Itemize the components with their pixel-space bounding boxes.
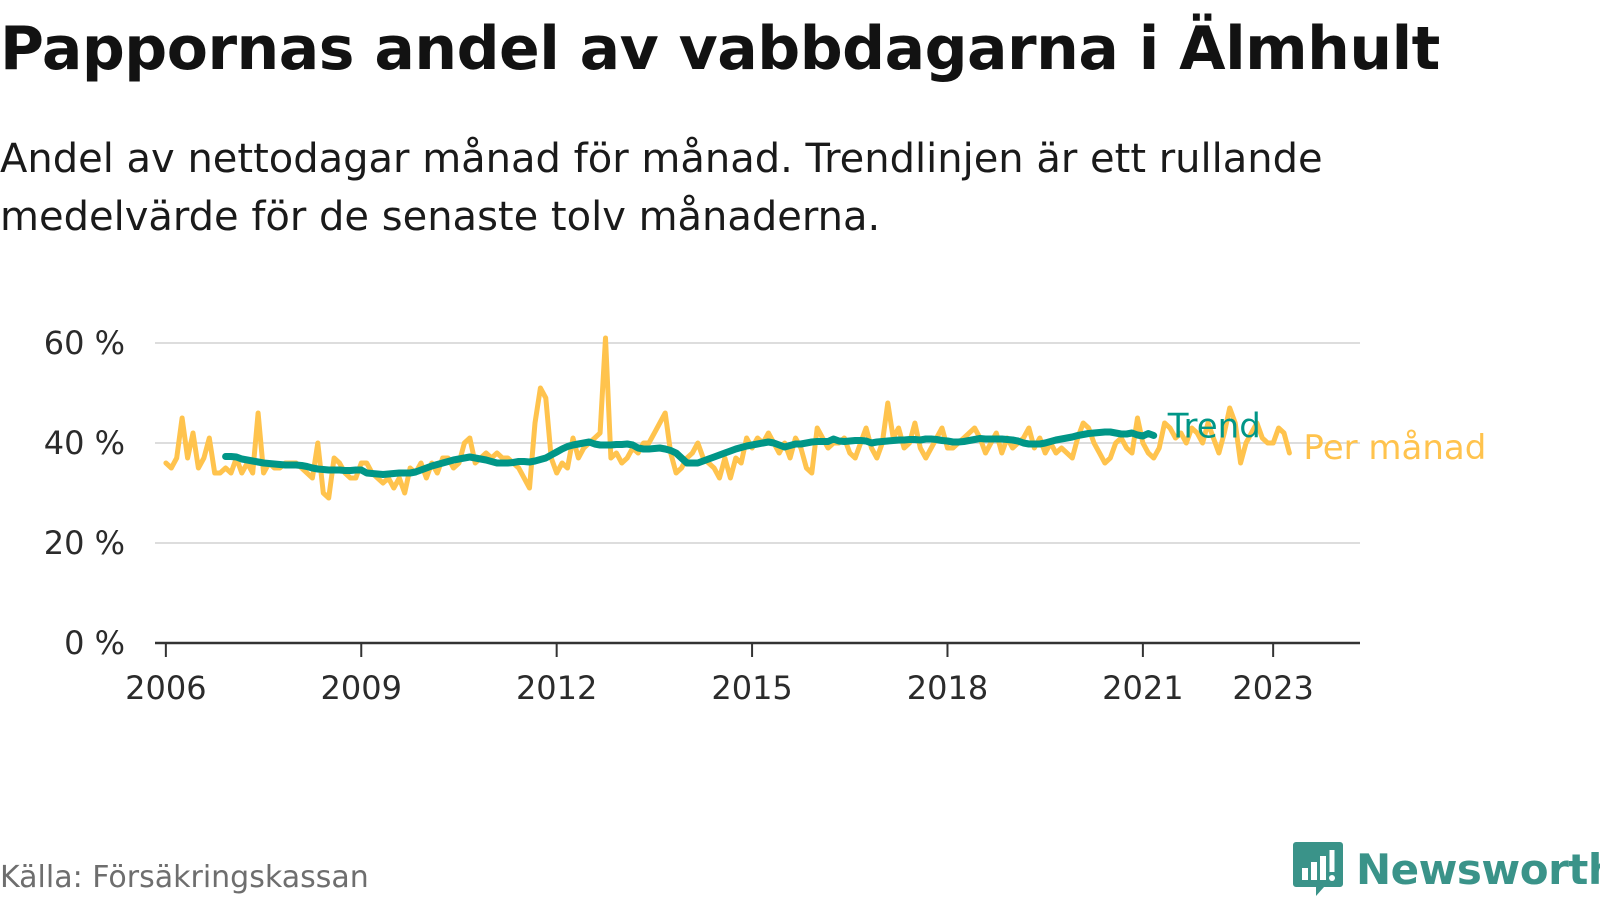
brand-logo: Newsworthy (1292, 840, 1600, 898)
y-tick-label: 0 % (64, 624, 125, 662)
x-tick-label: 2023 (1232, 669, 1313, 707)
series-label-trend: Trend (1167, 407, 1261, 447)
chart-title: Pappornas andel av vabbdagarna i Älmhult (0, 14, 1440, 84)
source-note: Källa: Försäkringskassan (0, 860, 369, 895)
x-tick-label: 2018 (907, 669, 988, 707)
series-label-per-manad: Per månad (1303, 428, 1486, 468)
series-lines (163, 335, 1292, 501)
x-tick-label: 2006 (125, 669, 206, 707)
y-tick-label: 40 % (44, 424, 125, 462)
series-line-trend (222, 428, 1158, 478)
series-line-per-manad (163, 335, 1292, 501)
series-labels: Trend Per månad (1167, 407, 1487, 469)
x-axis: 2006 2009 2012 2015 2018 2021 2023 (125, 641, 1360, 707)
x-tick-label: 2021 (1102, 669, 1183, 707)
y-tick-label: 60 % (44, 324, 125, 362)
x-tick-label: 2009 (321, 669, 402, 707)
x-tick-label: 2015 (711, 669, 792, 707)
newsworthy-logo-icon (1293, 842, 1343, 896)
chart-subtitle: Andel av nettodagar månad för månad. Tre… (0, 136, 1323, 240)
y-tick-label: 20 % (44, 524, 125, 562)
x-tick-label: 2012 (516, 669, 597, 707)
gridlines: 0 % 20 % 40 % 60 % (44, 324, 1360, 662)
brand-name: Newsworthy (1356, 844, 1600, 894)
